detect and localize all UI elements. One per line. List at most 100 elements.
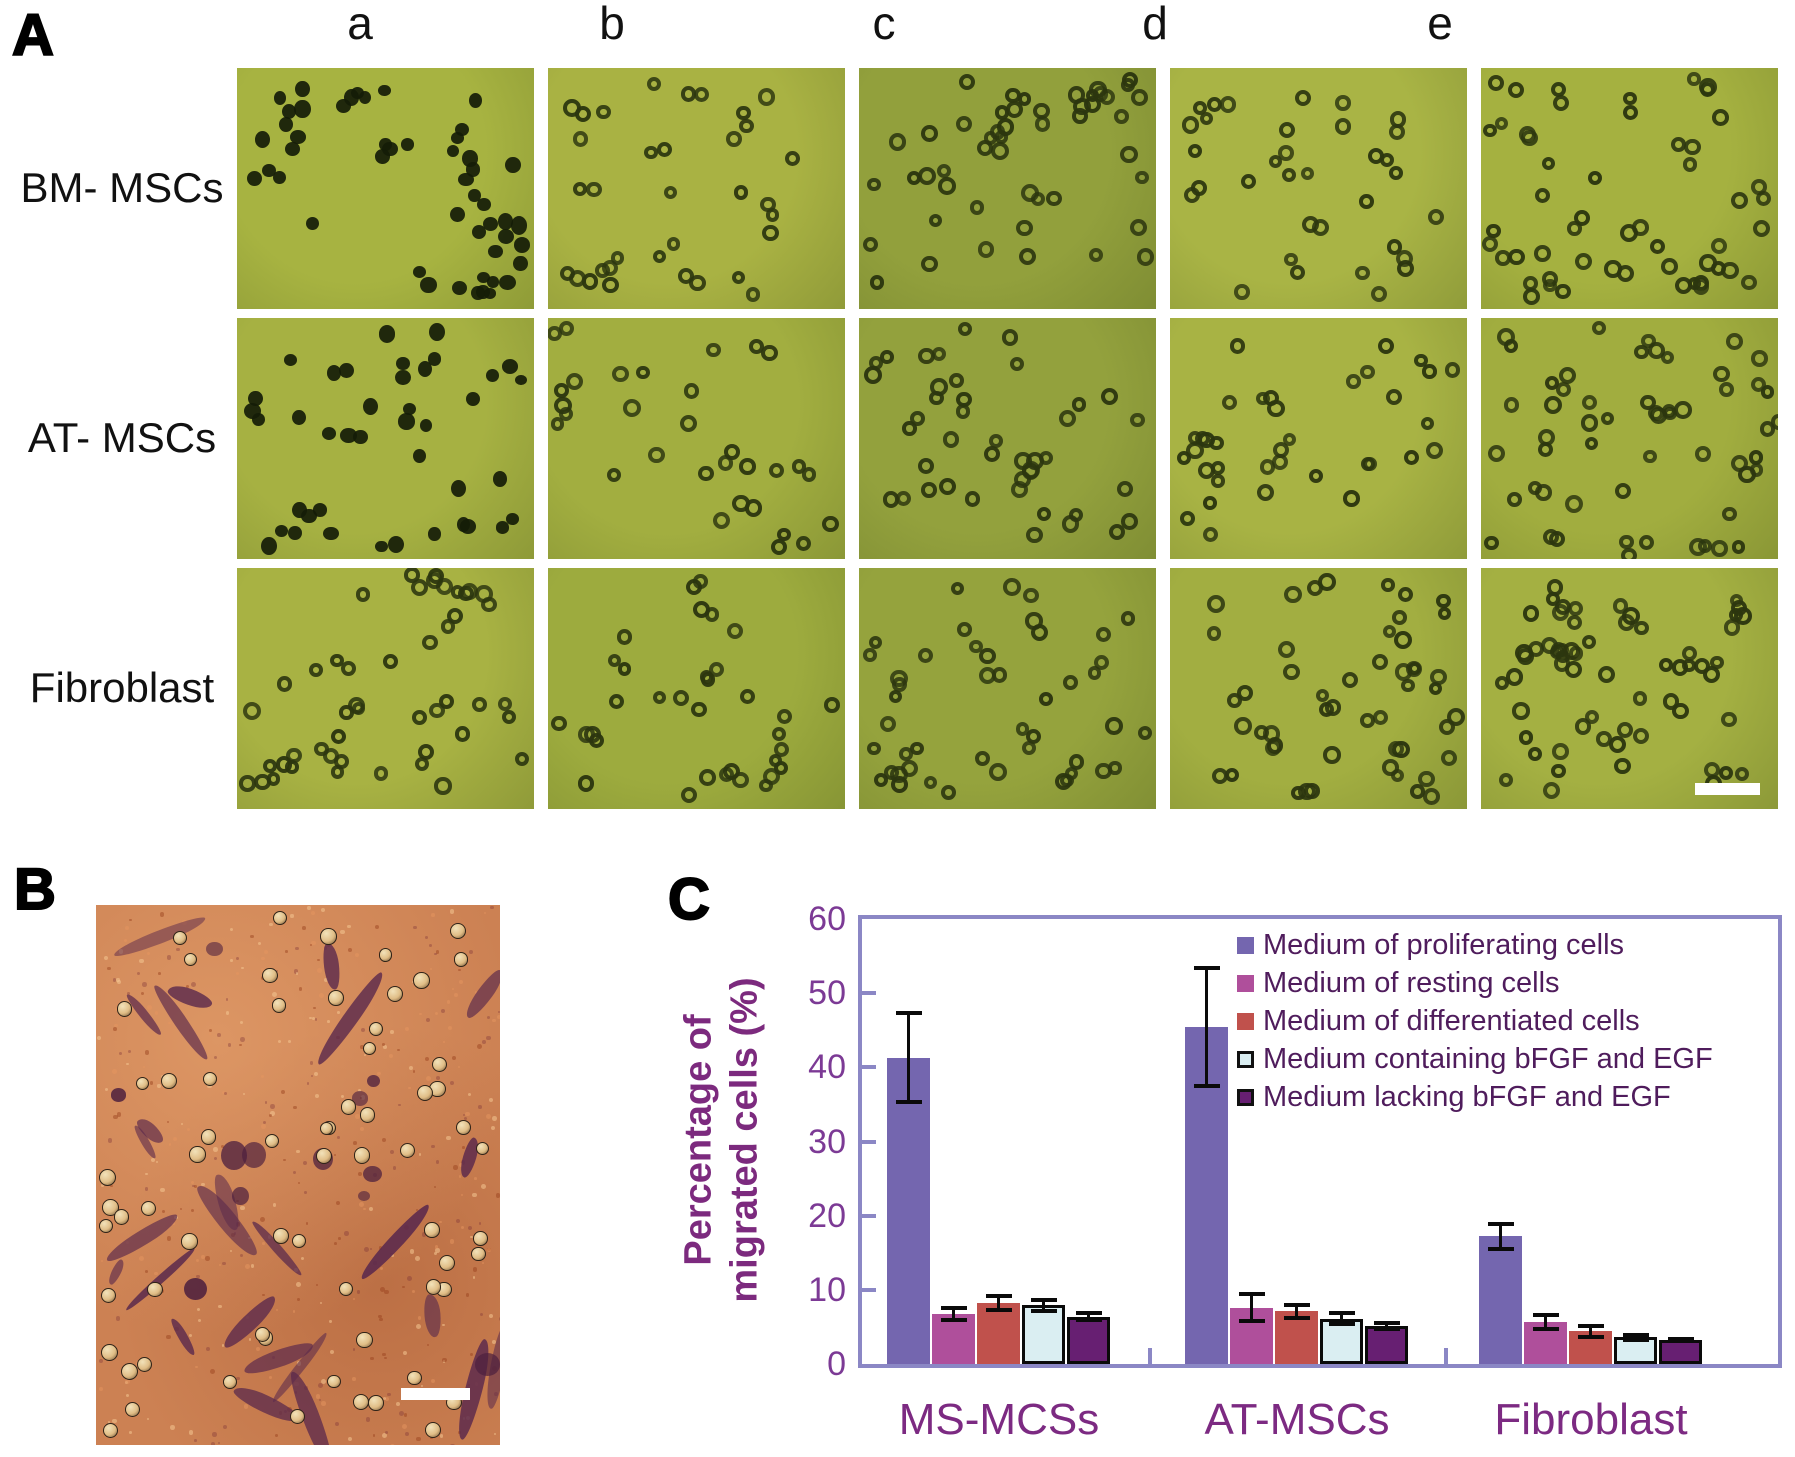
y-tick-label: 30 xyxy=(808,1122,846,1161)
migrated-cell-dot xyxy=(374,148,390,164)
speckle xyxy=(287,1040,291,1044)
migrated-cell-ring xyxy=(616,629,632,645)
migrated-cell-ring xyxy=(1295,89,1312,107)
speckle xyxy=(166,955,172,960)
migrated-cell-ring xyxy=(559,321,575,337)
speckle xyxy=(370,1357,374,1361)
error-bar xyxy=(1340,1311,1343,1327)
speckle xyxy=(311,940,316,945)
migrated-cell-ring xyxy=(425,571,443,589)
migrated-cell-dot xyxy=(484,288,497,299)
migrated-cell-ring xyxy=(698,769,716,786)
migrated-cell-ring xyxy=(1444,361,1461,378)
speckle xyxy=(298,987,303,992)
speckle xyxy=(297,1181,300,1184)
speckle xyxy=(403,1413,408,1417)
migrated-cell-ring xyxy=(1003,578,1021,596)
speckle xyxy=(112,978,117,983)
micrograph-tile xyxy=(1481,318,1778,559)
migrated-cell-ring xyxy=(1278,640,1296,658)
migrated-cell-dot xyxy=(446,144,460,158)
stained-cell-blob xyxy=(475,1353,500,1377)
legend-item: Medium of proliferating cells xyxy=(1237,926,1713,964)
speckle xyxy=(348,1437,353,1442)
speckle xyxy=(161,1210,165,1214)
microcarrier-bead xyxy=(181,1233,198,1250)
migrated-cell-dot xyxy=(514,374,528,386)
migrated-cell-ring xyxy=(1095,762,1112,780)
migrated-cell-dot xyxy=(283,353,298,367)
speckle xyxy=(431,913,435,917)
migrated-cell-ring xyxy=(1617,722,1634,739)
speckle xyxy=(321,1401,326,1406)
speckle xyxy=(468,950,473,955)
migrated-cell-ring xyxy=(1632,691,1648,706)
speckle xyxy=(176,947,181,952)
speckle xyxy=(107,1420,111,1424)
migrated-cell-ring xyxy=(1011,481,1028,498)
migrated-cell-ring xyxy=(796,535,812,551)
migrated-cell-ring xyxy=(1370,285,1387,302)
y-axis-title: Percentage of migrated cells (%) xyxy=(676,977,769,1302)
speckle xyxy=(462,1114,466,1117)
migrated-cell-ring xyxy=(1195,430,1211,446)
migrated-cell-ring xyxy=(1558,366,1576,384)
error-bar xyxy=(1042,1297,1045,1313)
migrated-cell-ring xyxy=(1562,642,1581,660)
speckle xyxy=(262,1293,265,1297)
speckle xyxy=(225,998,229,1001)
migrated-cell-ring xyxy=(1581,395,1598,411)
migrated-cell-ring xyxy=(341,661,356,677)
migrated-cell-ring xyxy=(771,538,788,556)
speckle xyxy=(404,1431,410,1436)
migrated-cell-ring xyxy=(1039,451,1054,466)
speckle xyxy=(478,1104,482,1109)
error-bar-cap-top xyxy=(1577,1323,1604,1328)
migrated-cell-dot xyxy=(278,116,294,132)
migrated-cell-ring xyxy=(693,86,710,103)
speckle xyxy=(275,1309,278,1312)
migrated-cell-dot xyxy=(459,518,476,534)
speckle xyxy=(446,1135,451,1141)
microcarrier-bead xyxy=(340,1099,357,1115)
speckle xyxy=(268,1375,273,1379)
migrated-cell-ring xyxy=(1129,219,1147,237)
micrograph-tile xyxy=(237,568,534,809)
migrated-cell-ring xyxy=(1237,685,1254,701)
panel-a-column-label-c: c xyxy=(872,0,896,49)
migrated-cell-ring xyxy=(383,654,399,669)
migrated-cell-ring xyxy=(404,568,420,583)
speckle xyxy=(155,1161,158,1164)
migrated-cell-ring xyxy=(937,177,956,195)
speckle xyxy=(472,1267,478,1272)
stained-cell xyxy=(122,1245,198,1314)
migrated-cell-dot xyxy=(292,501,308,519)
scale-bar xyxy=(1695,783,1760,795)
speckle xyxy=(460,1226,464,1230)
speckle xyxy=(467,1093,472,1097)
migrated-cell-dot xyxy=(513,255,528,272)
migrated-cell-ring xyxy=(1388,166,1403,180)
speckle xyxy=(378,1314,382,1319)
microcarrier-bead xyxy=(387,986,404,1003)
migrated-cell-dot xyxy=(248,390,263,406)
migrated-cell-ring xyxy=(475,585,493,603)
error-bar xyxy=(1250,1292,1253,1324)
migrated-cell-ring xyxy=(1751,376,1767,392)
speckle xyxy=(110,1184,114,1188)
speckle xyxy=(412,1070,416,1073)
migrated-cell-ring xyxy=(429,702,445,718)
speckle xyxy=(318,992,324,998)
speckle xyxy=(235,1376,240,1381)
speckle xyxy=(239,1253,243,1258)
migrated-cell-ring xyxy=(1300,166,1315,180)
migrated-cell-ring xyxy=(1316,689,1330,703)
speckle xyxy=(454,992,459,997)
migrated-cell-ring xyxy=(1229,338,1246,354)
y-tick-mark xyxy=(862,1065,876,1070)
migrated-cell-ring xyxy=(1206,626,1222,641)
migrated-cell-ring xyxy=(776,709,792,725)
migrated-cell-dot xyxy=(450,132,464,145)
migrated-cell-ring xyxy=(1430,668,1447,686)
migrated-cell-ring xyxy=(1418,770,1435,788)
